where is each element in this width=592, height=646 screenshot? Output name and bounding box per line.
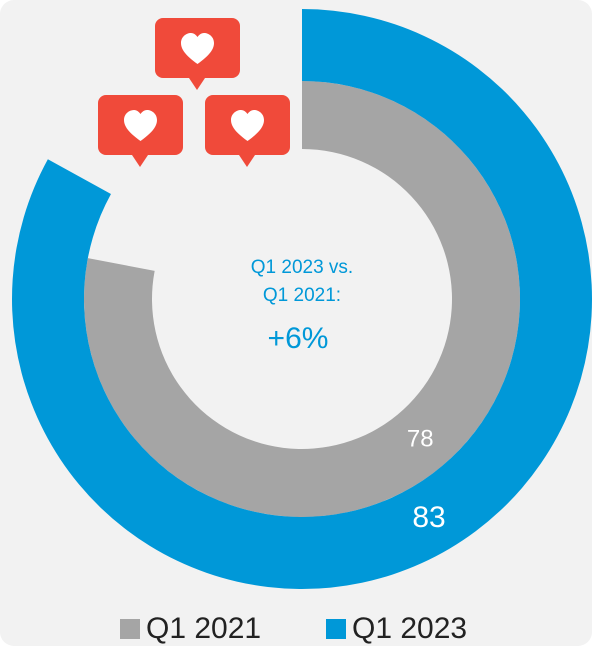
- legend-swatch: [326, 619, 346, 639]
- legend-swatch: [120, 619, 140, 639]
- data-label: 83: [412, 501, 445, 534]
- like-icon: [155, 18, 240, 90]
- center-annotation: Q1 2021:: [263, 285, 341, 306]
- center-annotation: +6%: [268, 322, 329, 355]
- like-icons: [98, 18, 290, 167]
- legend-label: Q1 2021: [146, 612, 261, 645]
- legend: Q1 2021 Q1 2023: [120, 612, 467, 645]
- rings: 78 83: [11, 9, 592, 589]
- data-label: 78: [407, 425, 434, 452]
- center-annotation: Q1 2023 vs.: [251, 257, 353, 278]
- like-icon: [205, 95, 290, 167]
- ring-bar: [83, 81, 521, 517]
- legend-label: Q1 2023: [352, 612, 467, 645]
- like-icon: [98, 95, 183, 167]
